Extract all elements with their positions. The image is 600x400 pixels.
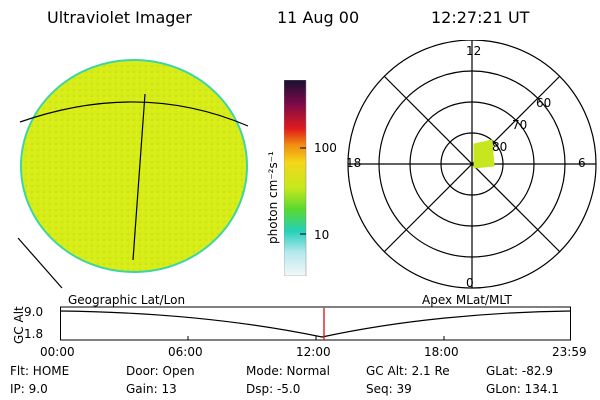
lat-60: 60 bbox=[536, 96, 552, 110]
colorbar-tick-100: 100 bbox=[314, 141, 337, 155]
auroral-patch bbox=[473, 139, 495, 169]
latitude-line bbox=[19, 101, 249, 127]
gc-alt-timeline bbox=[60, 306, 571, 341]
colorbar-tick-10: 10 bbox=[314, 228, 330, 242]
instrument-title: Ultraviolet Imager bbox=[47, 8, 192, 27]
status-gc-alt: GC Alt: 2.1 Re bbox=[366, 364, 450, 378]
xtick-1800: 18:00 bbox=[424, 345, 459, 359]
uvi-globe-image bbox=[17, 59, 249, 289]
mlt-12: 12 bbox=[466, 44, 482, 58]
lat-70: 70 bbox=[512, 118, 528, 132]
status-door: Door: Open bbox=[126, 364, 195, 378]
image-date: 11 Aug 00 bbox=[277, 8, 360, 27]
xtick-1200: 12:00 bbox=[296, 345, 331, 359]
status-flight: Flt: HOME bbox=[10, 364, 70, 378]
mlt-18: 18 bbox=[346, 156, 362, 170]
status-glon: GLon: 134.1 bbox=[486, 382, 559, 396]
status-dsp: Dsp: -5.0 bbox=[246, 382, 301, 396]
globe-disk bbox=[20, 59, 248, 273]
polar-plot bbox=[347, 40, 597, 289]
xtick-0000: 00:00 bbox=[40, 345, 75, 359]
colorbar-units-label: photon cm⁻²s⁻¹ bbox=[266, 151, 280, 244]
status-mode: Mode: Normal bbox=[246, 364, 330, 378]
ytick-1-8: 1.8 bbox=[24, 327, 44, 341]
mlt-6: 6 bbox=[578, 156, 586, 170]
image-time: 12:27:21 UT bbox=[431, 8, 530, 27]
timeline-right-label: Apex MLat/MLT bbox=[422, 293, 512, 307]
meridian-line bbox=[132, 93, 146, 261]
xtick-2359: 23:59 bbox=[552, 345, 587, 359]
ytick-9: 9.0 bbox=[24, 305, 44, 319]
xtick-0600: 06:00 bbox=[168, 345, 203, 359]
limb-line bbox=[17, 237, 63, 289]
colorbar bbox=[284, 80, 307, 276]
altitude-curve bbox=[60, 310, 571, 338]
status-ip: IP: 9.0 bbox=[10, 382, 48, 396]
status-gain: Gain: 13 bbox=[126, 382, 177, 396]
status-glat: GLat: -82.9 bbox=[486, 364, 553, 378]
lat-80: 80 bbox=[492, 140, 508, 154]
mlt-0: 0 bbox=[466, 276, 474, 290]
timeline-left-label: Geographic Lat/Lon bbox=[68, 293, 186, 307]
status-seq: Seq: 39 bbox=[366, 382, 412, 396]
